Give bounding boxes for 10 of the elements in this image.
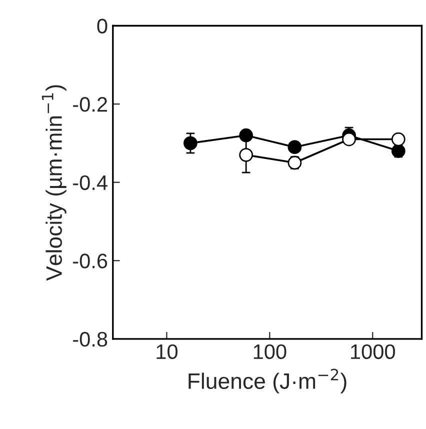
y-tick-label: -0.2: [73, 97, 107, 112]
x-axis-title: Fluence (J·m$^{−2}$): [188, 368, 346, 394]
x-tick-label: 100: [254, 344, 286, 360]
x-tick-label: 1000: [351, 344, 395, 360]
x-tick-label: 10: [156, 344, 178, 360]
y-tick-label: -0.6: [73, 254, 108, 268]
y-tick-label: 0: [97, 18, 108, 34]
y-tick-label: -0.4: [73, 175, 108, 190]
y-tick-label: -0.8: [73, 332, 108, 347]
y-axis-title: Velocity (µm·min$^{−1}$): [42, 85, 66, 281]
